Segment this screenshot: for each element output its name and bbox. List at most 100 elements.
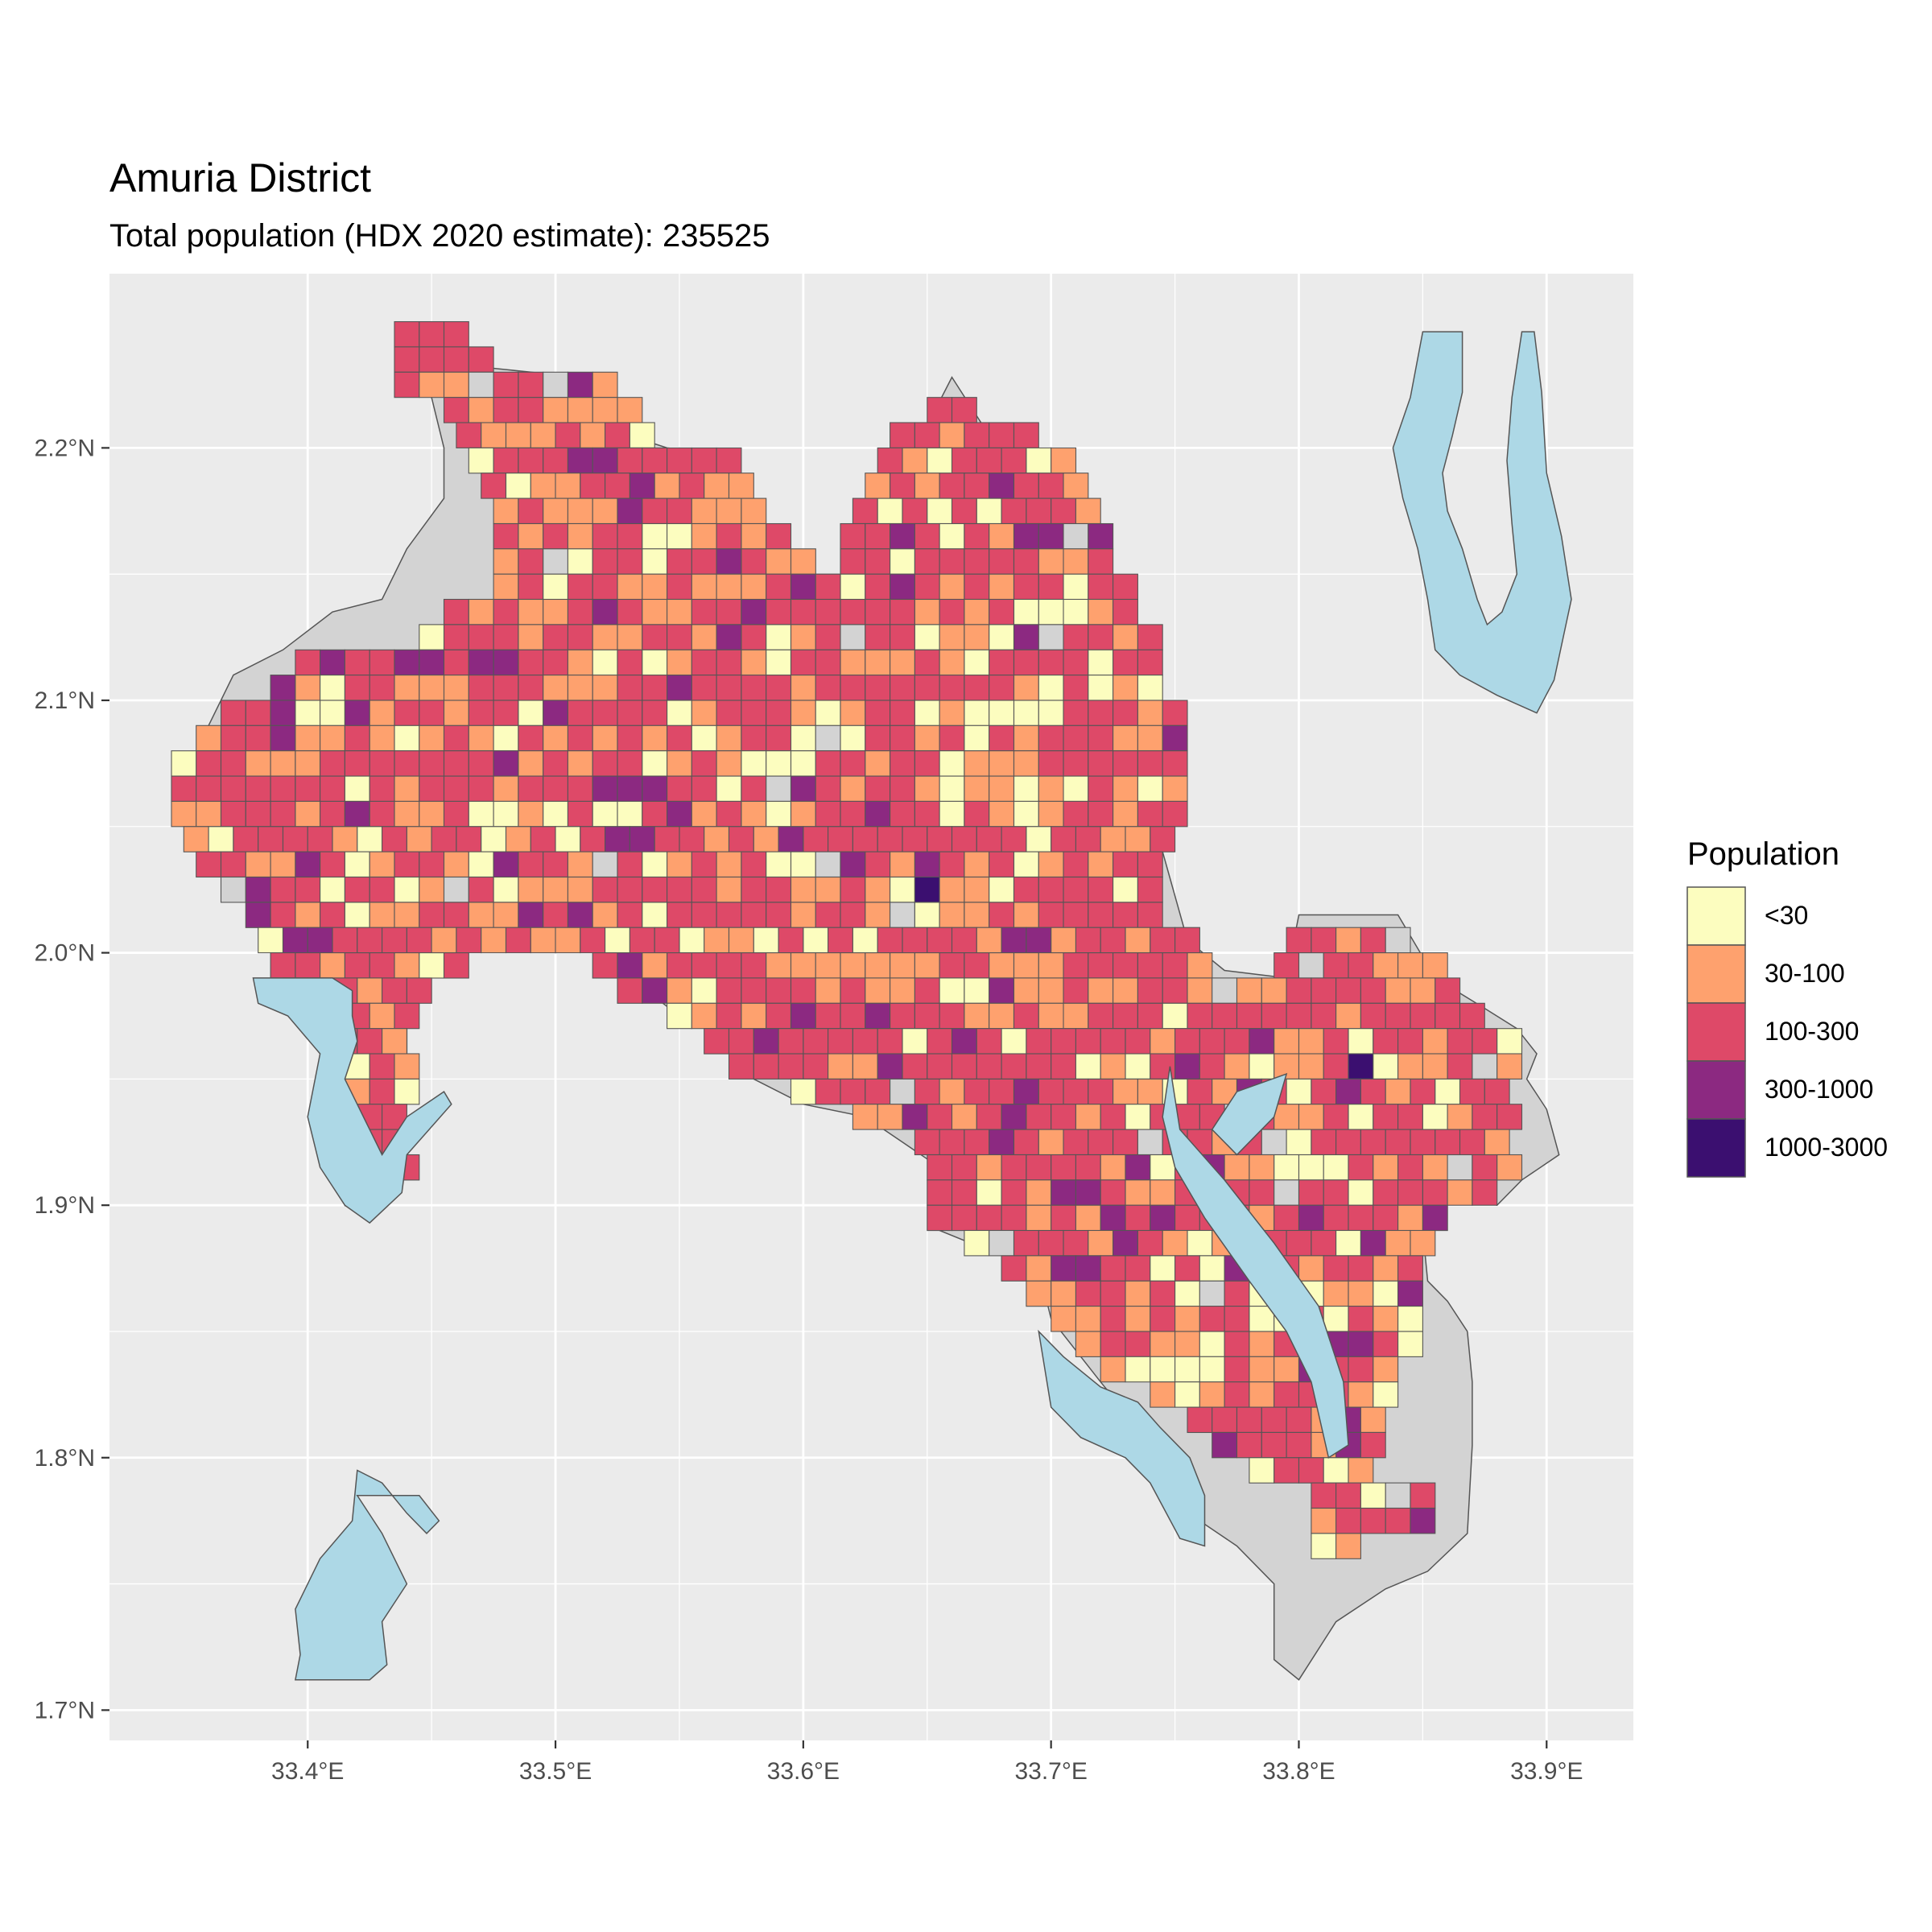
population-cell	[989, 649, 1015, 676]
population-cell	[815, 851, 841, 878]
population-cell	[493, 447, 519, 474]
population-cell	[1088, 1078, 1114, 1105]
population-cell	[1174, 1204, 1200, 1232]
population-cell	[592, 573, 618, 601]
population-cell	[964, 522, 990, 550]
population-cell	[1137, 1129, 1163, 1156]
population-cell	[890, 624, 915, 650]
population-cell	[840, 724, 866, 752]
population-cell	[394, 1078, 420, 1105]
population-cell	[951, 1104, 977, 1130]
population-cell	[1137, 750, 1163, 777]
x-tick-label: 33.8°E	[1262, 1758, 1335, 1785]
population-cell	[1348, 1104, 1374, 1130]
population-cell	[555, 826, 581, 852]
population-cell	[939, 902, 965, 928]
population-cell	[394, 675, 420, 701]
population-cell	[1335, 1129, 1361, 1156]
population-cell	[1063, 522, 1089, 550]
population-cell	[419, 346, 445, 373]
population-cell	[592, 675, 618, 701]
population-cell	[1360, 977, 1386, 1004]
population-cell	[1174, 1280, 1200, 1307]
population-cell	[865, 522, 891, 550]
population-cell	[1435, 1129, 1461, 1156]
population-cell	[580, 422, 606, 448]
population-cell	[1113, 775, 1138, 803]
population-cell	[1311, 1078, 1337, 1105]
population-cell	[753, 826, 779, 852]
population-cell	[1026, 1255, 1052, 1282]
population-cell	[865, 724, 891, 752]
population-cell	[766, 775, 792, 803]
population-cell	[493, 397, 519, 423]
population-cell	[1125, 1204, 1151, 1232]
population-cell	[1013, 624, 1039, 650]
population-cell	[357, 826, 383, 852]
population-cell	[840, 700, 866, 726]
population-cell	[1088, 649, 1114, 676]
population-cell	[989, 1129, 1015, 1156]
population-cell	[1051, 1255, 1077, 1282]
population-cell	[704, 1028, 730, 1055]
population-cell	[667, 902, 692, 928]
population-cell	[1075, 1179, 1101, 1206]
population-cell	[1100, 1356, 1126, 1383]
population-cell	[443, 397, 469, 423]
population-cell	[1100, 1331, 1126, 1357]
population-cell	[1075, 826, 1101, 852]
population-cell	[1360, 1229, 1386, 1257]
population-cell	[753, 927, 779, 954]
population-cell	[419, 800, 445, 828]
population-cell	[1150, 927, 1176, 954]
population-cell	[989, 598, 1015, 625]
population-cell	[890, 598, 915, 625]
population-cell	[778, 927, 804, 954]
population-cell	[530, 473, 556, 499]
population-cell	[927, 1154, 953, 1181]
population-cell	[667, 548, 692, 575]
population-cell	[1038, 1229, 1064, 1257]
population-cell	[369, 800, 395, 828]
population-cell	[530, 422, 556, 448]
population-cell	[679, 473, 705, 499]
population-cell	[1051, 447, 1077, 474]
population-cell	[419, 649, 445, 676]
population-cell	[617, 573, 643, 601]
population-cell	[1274, 1356, 1300, 1383]
population-cell	[220, 700, 246, 726]
population-cell	[493, 371, 519, 398]
population-cell	[543, 397, 569, 423]
population-cell	[543, 598, 569, 625]
population-cell	[642, 649, 668, 676]
population-cell	[1335, 1507, 1361, 1534]
population-cell	[1373, 952, 1399, 979]
population-cell	[951, 397, 977, 423]
population-cell	[1137, 977, 1163, 1004]
population-cell	[1113, 876, 1138, 903]
population-cell	[1385, 1229, 1411, 1257]
population-cell	[815, 624, 841, 650]
population-cell	[1075, 1280, 1101, 1307]
population-cell	[865, 700, 891, 726]
population-cell	[1286, 977, 1312, 1004]
population-cell	[1088, 1002, 1114, 1030]
population-cell	[592, 649, 618, 676]
population-cell	[431, 826, 457, 852]
population-cell	[443, 902, 469, 928]
population-cell	[741, 573, 767, 601]
population-cell	[914, 775, 940, 803]
population-cell	[1051, 1053, 1077, 1080]
population-cell	[617, 675, 643, 701]
population-cell	[790, 977, 816, 1004]
population-cell	[741, 497, 767, 525]
population-cell	[1075, 1053, 1101, 1080]
population-cell	[592, 851, 618, 878]
population-cell	[1137, 876, 1163, 903]
population-cell	[394, 346, 420, 373]
population-cell	[1397, 1104, 1423, 1130]
population-cell	[468, 724, 494, 752]
population-cell	[939, 800, 965, 828]
population-cell	[716, 902, 742, 928]
population-cell	[493, 700, 519, 726]
